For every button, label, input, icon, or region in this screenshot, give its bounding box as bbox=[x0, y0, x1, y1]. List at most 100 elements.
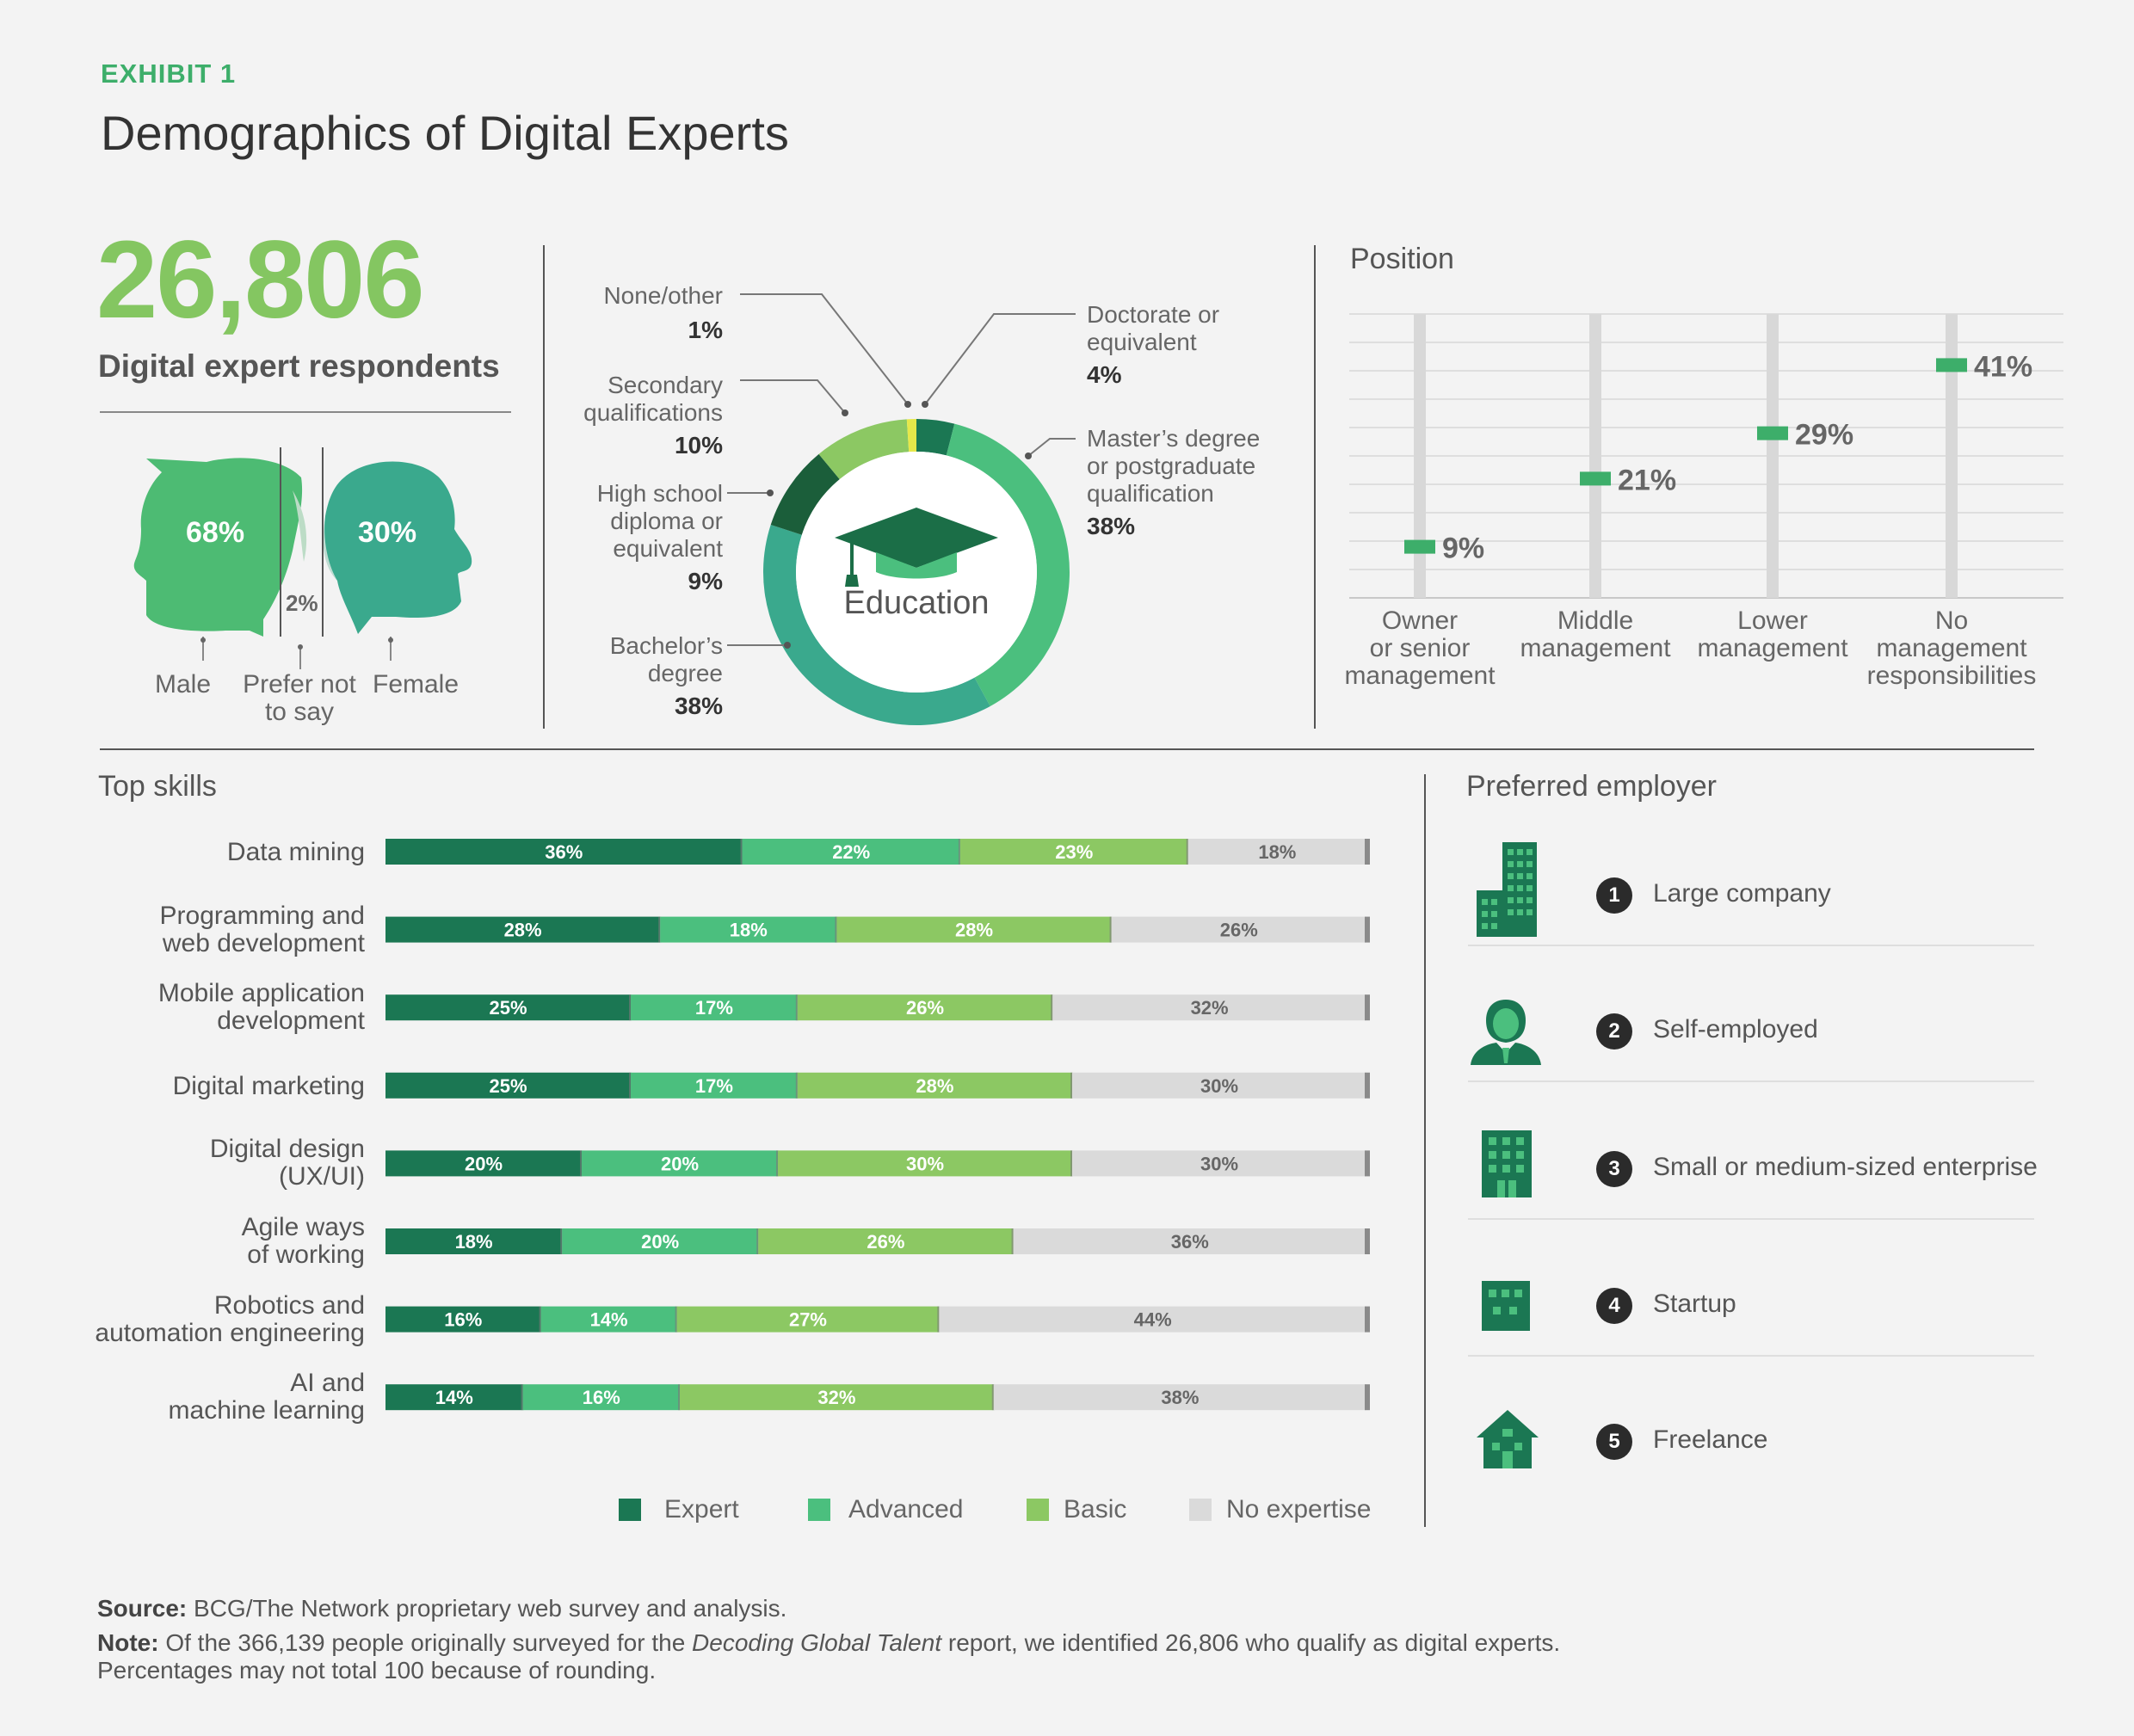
note-italic: Decoding Global Talent bbox=[692, 1629, 942, 1656]
skill-bar-value-label: 30% bbox=[906, 1153, 944, 1174]
skill-bar-separator bbox=[1070, 1150, 1073, 1177]
skill-bar-separator bbox=[958, 839, 961, 865]
skill-bar-value-label: 30% bbox=[1200, 1153, 1238, 1174]
edu-doctorate-pct: 4% bbox=[1087, 361, 1122, 388]
skill-bar-value-label: 28% bbox=[504, 920, 542, 941]
skill-bar-value-label: 17% bbox=[695, 1075, 733, 1097]
skill-bar-segment bbox=[1111, 916, 1366, 943]
skill-bar-end-cap bbox=[1365, 839, 1370, 865]
skill-label-line2: of working bbox=[247, 1240, 365, 1269]
note-text-2: report, we identified 26,806 who qualify… bbox=[941, 1629, 1561, 1656]
position-value-label-1: 21% bbox=[1618, 464, 1676, 496]
skill-bar-separator bbox=[1186, 839, 1189, 865]
position-column-1 bbox=[1589, 314, 1601, 598]
skill-bar-separator bbox=[740, 839, 743, 865]
skill-bar-segment bbox=[1187, 839, 1366, 865]
divider-2 bbox=[1314, 245, 1316, 729]
edu-secondary-text1: Secondary bbox=[608, 372, 723, 398]
edu-none-pct: 1% bbox=[688, 317, 723, 343]
legend-swatch-basic bbox=[1027, 1499, 1049, 1521]
edu-bachelor-pct: 38% bbox=[674, 693, 723, 719]
legend-label-expert: Expert bbox=[664, 1495, 739, 1524]
page-title: Demographics of Digital Experts bbox=[101, 106, 789, 160]
prefer-label: Prefer not to say bbox=[243, 671, 356, 726]
note-line2: Percentages may not total 100 because of… bbox=[97, 1657, 657, 1684]
skill-bar-separator bbox=[658, 916, 662, 943]
skill-bars: 36% 22% 23% 18% 28% 18% 28% 26% 25% 17% 26% 32% 25% 1… bbox=[385, 839, 1370, 1411]
skill-bar-value-label: 30% bbox=[1200, 1075, 1238, 1097]
house-icon bbox=[1477, 1410, 1539, 1468]
edu-label-highschool: High school diploma or equivalent 9% bbox=[516, 480, 723, 595]
skill-bar-value-label: 28% bbox=[955, 920, 993, 941]
edu-secondary-text2: qualifications bbox=[583, 399, 723, 426]
skill-bar-value-label: 17% bbox=[695, 997, 733, 1019]
skill-bar-segment bbox=[778, 1150, 1072, 1177]
skill-bar-value-label: 20% bbox=[641, 1231, 679, 1253]
skill-bar-value-label: 26% bbox=[1220, 920, 1258, 941]
note-text-1: Of the 366,139 people originally surveye… bbox=[158, 1629, 693, 1656]
skill-label-4: Digital design (UX/UI) bbox=[210, 1136, 365, 1191]
skill-bar-separator bbox=[1109, 916, 1113, 943]
section-divider bbox=[100, 748, 2034, 750]
female-label: Female bbox=[373, 670, 459, 699]
position-category-line: Lower bbox=[1737, 606, 1808, 635]
skill-bar-segment bbox=[385, 1150, 582, 1177]
edu-secondary-pct: 10% bbox=[674, 432, 723, 459]
skill-label-2: Mobile application development bbox=[158, 980, 365, 1035]
male-head-icon bbox=[133, 458, 303, 637]
skill-label-line1: Robotics and bbox=[213, 1290, 365, 1320]
edu-masters-text1: Master’s degree bbox=[1087, 425, 1261, 452]
male-pct: 68% bbox=[186, 516, 245, 549]
skill-label-line1: Data mining bbox=[226, 838, 365, 866]
position-marker-3 bbox=[1936, 358, 1967, 372]
source-note: Source: BCG/The Network proprietary web … bbox=[97, 1595, 786, 1622]
skill-bar-separator bbox=[795, 1072, 799, 1099]
legend-swatch-advanced bbox=[808, 1499, 830, 1521]
note-label: Note: bbox=[97, 1629, 159, 1656]
divider-1 bbox=[543, 245, 545, 729]
skill-bar-segment bbox=[562, 1228, 759, 1254]
skill-bar-segment bbox=[797, 1072, 1072, 1099]
skill-bar-segment bbox=[797, 994, 1053, 1021]
legend-label-advanced: Advanced bbox=[848, 1495, 964, 1524]
skill-bar-separator bbox=[521, 1384, 524, 1411]
small-building-icon bbox=[1482, 1281, 1530, 1331]
skill-bar-segment bbox=[836, 916, 1112, 943]
divider-3 bbox=[1424, 774, 1426, 1527]
skill-bar-segment bbox=[631, 994, 798, 1021]
skill-bar-value-label: 32% bbox=[817, 1387, 855, 1408]
gender-ticks bbox=[200, 637, 393, 669]
skill-bar-segment bbox=[540, 1306, 677, 1333]
donut-slice-1 bbox=[946, 423, 1070, 706]
skill-bar-separator bbox=[539, 1306, 542, 1333]
respondent-count: 26,806 bbox=[96, 219, 424, 342]
employer-title: Preferred employer bbox=[1466, 770, 1718, 803]
skill-bar-value-label: 27% bbox=[789, 1309, 827, 1331]
skill-label-line2: web development bbox=[162, 928, 365, 957]
legend-label-none: No expertise bbox=[1226, 1495, 1372, 1524]
edu-masters-text3: qualification bbox=[1087, 480, 1214, 507]
skill-bar-segment bbox=[1052, 994, 1366, 1021]
donut-slice-5 bbox=[906, 419, 916, 452]
female-pct: 30% bbox=[358, 516, 417, 549]
skill-bar-value-label: 14% bbox=[435, 1387, 473, 1408]
prefer-shade-left bbox=[293, 490, 307, 562]
skill-label-line2: development bbox=[217, 1007, 365, 1036]
skill-label-line2: (UX/UI) bbox=[279, 1162, 365, 1191]
employer-separator bbox=[1468, 945, 2034, 946]
skill-label-7: AI and machine learning bbox=[169, 1370, 365, 1425]
edu-highschool-text2: diploma or bbox=[610, 508, 723, 534]
skill-bar-segment bbox=[742, 839, 960, 865]
edu-highschool-text1: High school bbox=[596, 480, 723, 507]
edu-none-text: None/other bbox=[603, 282, 723, 309]
skill-bar-separator bbox=[675, 1306, 678, 1333]
edu-bachelor-text1: Bachelor’s bbox=[609, 632, 723, 659]
position-value-label-0: 9% bbox=[1442, 532, 1484, 565]
skill-bar-value-label: 14% bbox=[590, 1309, 628, 1331]
legend-swatch-none bbox=[1189, 1499, 1212, 1521]
skills-chart: 36% 22% 23% 18% 28% 18% 28% 26% 25% 17% 26% 32% 25% 1… bbox=[385, 839, 1370, 1411]
edu-label-masters: Master’s degree or postgraduate qualific… bbox=[1087, 425, 1260, 540]
prefer-label-line1: Prefer not bbox=[243, 670, 356, 699]
edu-bachelor-text2: degree bbox=[647, 660, 723, 686]
skill-bar-segment bbox=[385, 994, 631, 1021]
